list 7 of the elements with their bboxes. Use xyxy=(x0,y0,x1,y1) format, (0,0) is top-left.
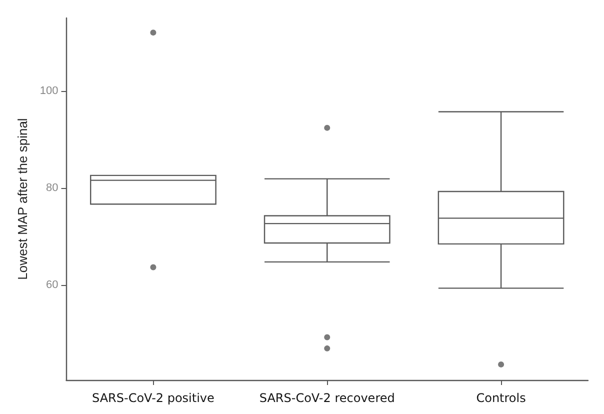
x-tick-label: SARS-CoV-2 positive xyxy=(92,391,214,405)
y-tick-label: 80 xyxy=(46,182,58,194)
y-tick-label: 60 xyxy=(46,279,58,292)
x-tick-label: SARS-CoV-2 recovered xyxy=(259,391,395,405)
x-tick-label: Controls xyxy=(476,391,526,405)
y-axis-title: Lowest MAP after the spinal xyxy=(15,118,30,280)
y-tick-label: 100 xyxy=(40,84,58,97)
